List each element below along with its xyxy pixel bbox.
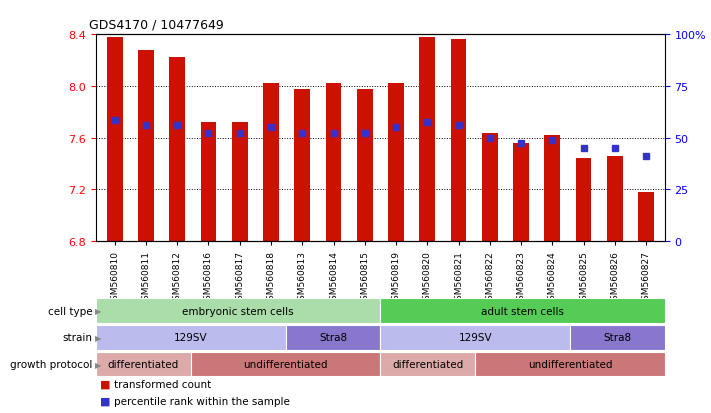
Text: GDS4170 / 10477649: GDS4170 / 10477649 [89, 18, 224, 31]
Text: ▶: ▶ [95, 360, 101, 369]
Text: differentiated: differentiated [108, 359, 179, 370]
Bar [294, 89, 310, 242]
Text: 129SV: 129SV [174, 332, 208, 343]
Bar [607, 157, 623, 242]
Bar [96, 352, 191, 377]
Text: undifferentiated: undifferentiated [243, 359, 328, 370]
Bar [451, 40, 466, 242]
Bar [576, 159, 592, 242]
Bar [513, 144, 529, 242]
Bar [388, 84, 404, 242]
Bar [570, 325, 665, 350]
Bar [138, 51, 154, 242]
Bar [380, 325, 570, 350]
Bar [232, 123, 247, 242]
Text: adult stem cells: adult stem cells [481, 306, 564, 316]
Text: transformed count: transformed count [114, 379, 211, 389]
Bar [326, 84, 341, 242]
Bar [169, 58, 185, 242]
Text: 129SV: 129SV [459, 332, 492, 343]
Bar [96, 299, 380, 323]
Bar [96, 325, 286, 350]
Text: ■: ■ [100, 379, 110, 389]
Bar [475, 352, 665, 377]
Text: cell type: cell type [48, 306, 92, 316]
Bar [191, 352, 380, 377]
Bar [638, 192, 654, 242]
Bar [545, 136, 560, 242]
Text: Stra8: Stra8 [319, 332, 347, 343]
Text: Stra8: Stra8 [604, 332, 631, 343]
Bar [482, 133, 498, 242]
Bar [419, 38, 435, 242]
Bar [286, 325, 380, 350]
Bar [357, 89, 373, 242]
Bar [263, 84, 279, 242]
Bar [380, 352, 475, 377]
Text: strain: strain [63, 332, 92, 343]
Text: ▶: ▶ [95, 306, 101, 315]
Text: ▶: ▶ [95, 333, 101, 342]
Bar [107, 38, 122, 242]
Text: growth protocol: growth protocol [10, 359, 92, 370]
Bar [380, 299, 665, 323]
Text: ■: ■ [100, 396, 110, 406]
Text: undifferentiated: undifferentiated [528, 359, 612, 370]
Text: percentile rank within the sample: percentile rank within the sample [114, 396, 289, 406]
Text: embryonic stem cells: embryonic stem cells [183, 306, 294, 316]
Text: differentiated: differentiated [392, 359, 464, 370]
Bar [201, 123, 216, 242]
